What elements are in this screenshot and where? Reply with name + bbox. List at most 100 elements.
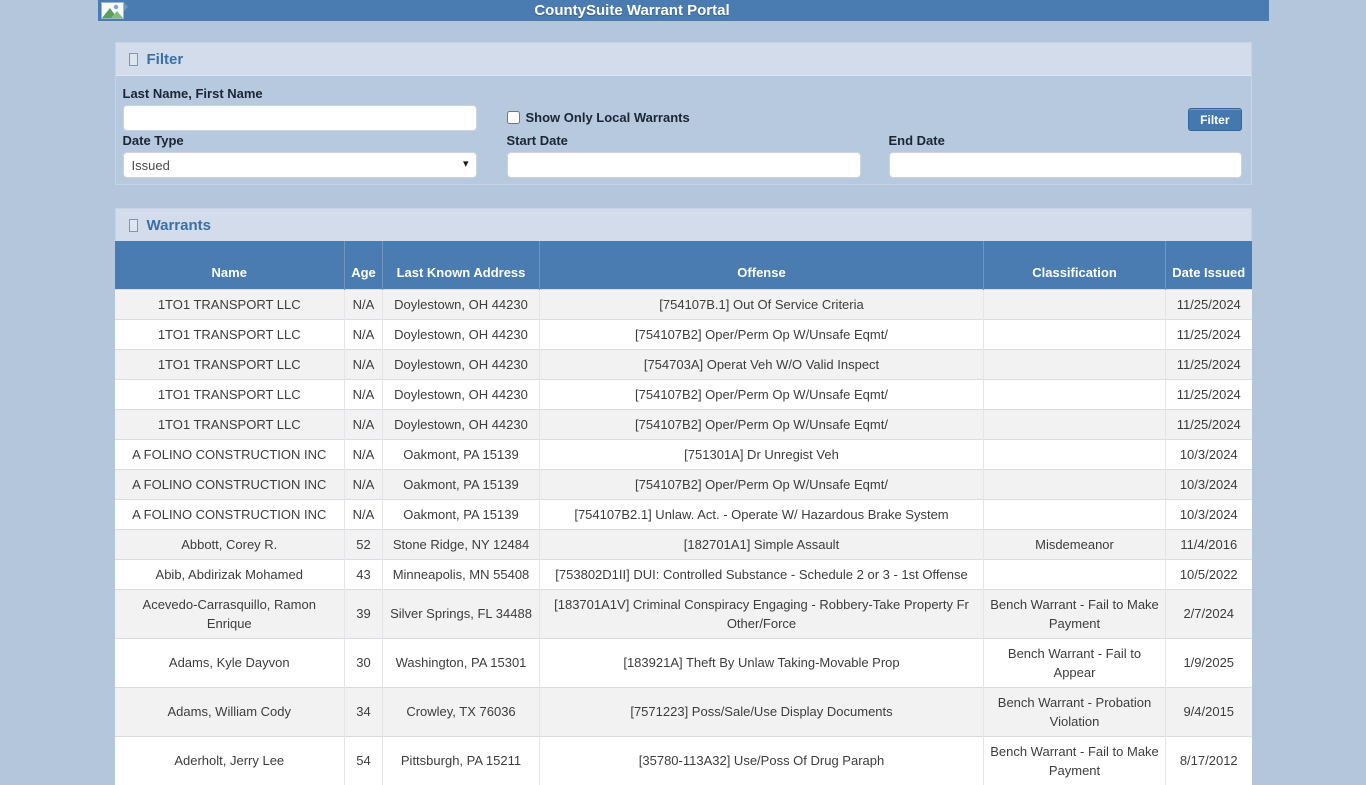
column-header-address: Last Known Address (382, 241, 540, 289)
cell-classification (983, 288, 1166, 319)
name-field-label: Last Name, First Name (122, 86, 263, 101)
table-row: 1TO1 TRANSPORT LLC N/A Doylestown, OH 4423… (114, 378, 1252, 409)
cell-offense: [754107B.1] Out Of Service Criteria (539, 288, 984, 319)
warrants-panel-title: Warrants (146, 216, 211, 234)
cell-classification (983, 348, 1166, 379)
name-input[interactable] (122, 105, 477, 131)
cell-age: N/A (344, 288, 383, 319)
end-date-label: End Date (888, 133, 945, 148)
cell-address: Doylestown, OH 44230 (382, 408, 540, 439)
cell-date-issued: 11/25/2024 (1165, 378, 1252, 409)
cell-classification (983, 438, 1166, 469)
cell-age: N/A (344, 408, 383, 439)
cell-offense: [754107B2] Oper/Perm Op W/Unsafe Eqmt/ (539, 468, 984, 499)
cell-classification: Bench Warrant - Fail to Make Payment (983, 588, 1166, 638)
cell-address: Oakmont, PA 15139 (382, 438, 540, 469)
cell-date-issued: 11/25/2024 (1165, 318, 1252, 349)
broken-image-icon (100, 2, 129, 19)
cell-name: Abbott, Corey R. (114, 528, 345, 559)
cell-offense: [754107B2] Oper/Perm Op W/Unsafe Eqmt/ (539, 408, 984, 439)
warrants-table: Name Age Last Known Address Offense Classifi… (114, 241, 1252, 785)
cell-address: Minneapolis, MN 55408 (382, 558, 540, 589)
cell-name: 1TO1 TRANSPORT LLC (114, 288, 345, 319)
cell-age: N/A (344, 378, 383, 409)
table-row: 1TO1 TRANSPORT LLC N/A Doylestown, OH 4423… (114, 408, 1252, 439)
missing-glyph-box-icon (128, 52, 138, 66)
filter-panel-title: Filter (146, 50, 184, 68)
cell-address: Oakmont, PA 15139 (382, 498, 540, 529)
cell-offense: [754703A] Operat Veh W/O Valid Inspect (539, 348, 984, 379)
cell-name: A FOLINO CONSTRUCTION INC (114, 438, 345, 469)
show-local-label[interactable]: Show Only Local Warrants (525, 110, 690, 125)
cell-address: Pittsburgh, PA 15211 (382, 735, 540, 785)
cell-offense: [754107B2.1] Unlaw. Act. - Operate W/ Ha… (539, 498, 984, 529)
date-type-select[interactable]: Issued (122, 152, 477, 178)
cell-date-issued: 10/3/2024 (1165, 498, 1252, 529)
cell-name: Adams, William Cody (114, 686, 345, 736)
cell-classification: Misdemeanor (983, 528, 1166, 559)
main-content: Filter Last Name, First Name Show Only L… (114, 42, 1252, 785)
column-header-date-issued: Date Issued (1165, 241, 1252, 289)
show-local-group: Show Only Local Warrants (506, 110, 690, 125)
cell-age: 54 (344, 735, 383, 785)
cell-name: Abib, Abdirizak Mohamed (114, 558, 345, 589)
start-date-input[interactable] (506, 152, 861, 178)
cell-age: 52 (344, 528, 383, 559)
cell-classification (983, 498, 1166, 529)
cell-address: Doylestown, OH 44230 (382, 318, 540, 349)
cell-offense: [35780-113A32] Use/Poss Of Drug Paraph (539, 735, 984, 785)
cell-name: Adams, Kyle Dayvon (114, 637, 345, 687)
cell-name: 1TO1 TRANSPORT LLC (114, 348, 345, 379)
cell-age: 39 (344, 588, 383, 638)
cell-age: 43 (344, 558, 383, 589)
cell-classification (983, 408, 1166, 439)
cell-date-issued: 11/25/2024 (1165, 348, 1252, 379)
cell-classification: Bench Warrant - Probation Violation (983, 686, 1166, 736)
cell-age: 34 (344, 686, 383, 736)
cell-age: N/A (344, 438, 383, 469)
cell-address: Doylestown, OH 44230 (382, 288, 540, 319)
cell-offense: [754107B2] Oper/Perm Op W/Unsafe Eqmt/ (539, 318, 984, 349)
table-row: Acevedo-Carrasquillo, Ramon Enrique 39 Sil… (114, 588, 1252, 638)
column-header-offense: Offense (539, 241, 984, 289)
cell-date-issued: 11/25/2024 (1165, 408, 1252, 439)
start-date-group: Start Date (506, 133, 861, 178)
filter-button[interactable]: Filter (1188, 108, 1242, 131)
table-row: Abbott, Corey R. 52 Stone Ridge, NY 12484[… (114, 528, 1252, 559)
cell-name: A FOLINO CONSTRUCTION INC (114, 468, 345, 499)
warrants-table-body: 1TO1 TRANSPORT LLC N/A Doylestown, OH 4423… (114, 288, 1252, 785)
table-header-row: Name Age Last Known Address Offense Classifi… (114, 241, 1252, 289)
cell-offense: [751301A] Dr Unregist Veh (539, 438, 984, 469)
table-row: Aderholt, Jerry Lee 54 Pittsburgh, PA 1521… (114, 735, 1252, 785)
table-row: 1TO1 TRANSPORT LLC N/A Doylestown, OH 4423… (114, 318, 1252, 349)
cell-offense: [183921A] Theft By Unlaw Taking-Movable … (539, 637, 984, 687)
table-row: Adams, William Cody 34 Crowley, TX 76036 [7… (114, 686, 1252, 736)
table-row: 1TO1 TRANSPORT LLC N/A Doylestown, OH 4423… (114, 288, 1252, 319)
cell-address: Silver Springs, FL 34488 (382, 588, 540, 638)
cell-offense: [753802D1II] DUI: Controlled Substance -… (539, 558, 984, 589)
table-row: Abib, Abdirizak Mohamed 43 Minneapolis, MN… (114, 558, 1252, 589)
cell-age: N/A (344, 318, 383, 349)
end-date-input[interactable] (888, 152, 1242, 178)
name-field-group: Last Name, First Name (122, 86, 477, 131)
filter-panel: Filter Last Name, First Name Show Only L… (114, 42, 1252, 185)
cell-age: 30 (344, 637, 383, 687)
show-local-checkbox[interactable] (506, 111, 520, 124)
cell-offense: [754107B2] Oper/Perm Op W/Unsafe Eqmt/ (539, 378, 984, 409)
cell-name: 1TO1 TRANSPORT LLC (114, 378, 345, 409)
page-title: CountySuite Warrant Portal (534, 2, 730, 19)
table-row: Adams, Kyle Dayvon 30 Washington, PA 15301… (114, 637, 1252, 687)
cell-name: 1TO1 TRANSPORT LLC (114, 408, 345, 439)
filter-panel-header: Filter (114, 42, 1252, 75)
cell-date-issued: 2/7/2024 (1165, 588, 1252, 638)
filter-panel-body: Last Name, First Name Show Only Local Wa… (114, 75, 1252, 185)
cell-age: N/A (344, 498, 383, 529)
cell-date-issued: 11/4/2016 (1165, 528, 1252, 559)
cell-address: Washington, PA 15301 (382, 637, 540, 687)
date-type-label: Date Type (122, 133, 184, 148)
cell-classification: Bench Warrant - Fail to Appear (983, 637, 1166, 687)
cell-classification (983, 468, 1166, 499)
cell-address: Crowley, TX 76036 (382, 686, 540, 736)
table-row: A FOLINO CONSTRUCTION INC N/A Oakmont, PA … (114, 498, 1252, 529)
cell-address: Oakmont, PA 15139 (382, 468, 540, 499)
